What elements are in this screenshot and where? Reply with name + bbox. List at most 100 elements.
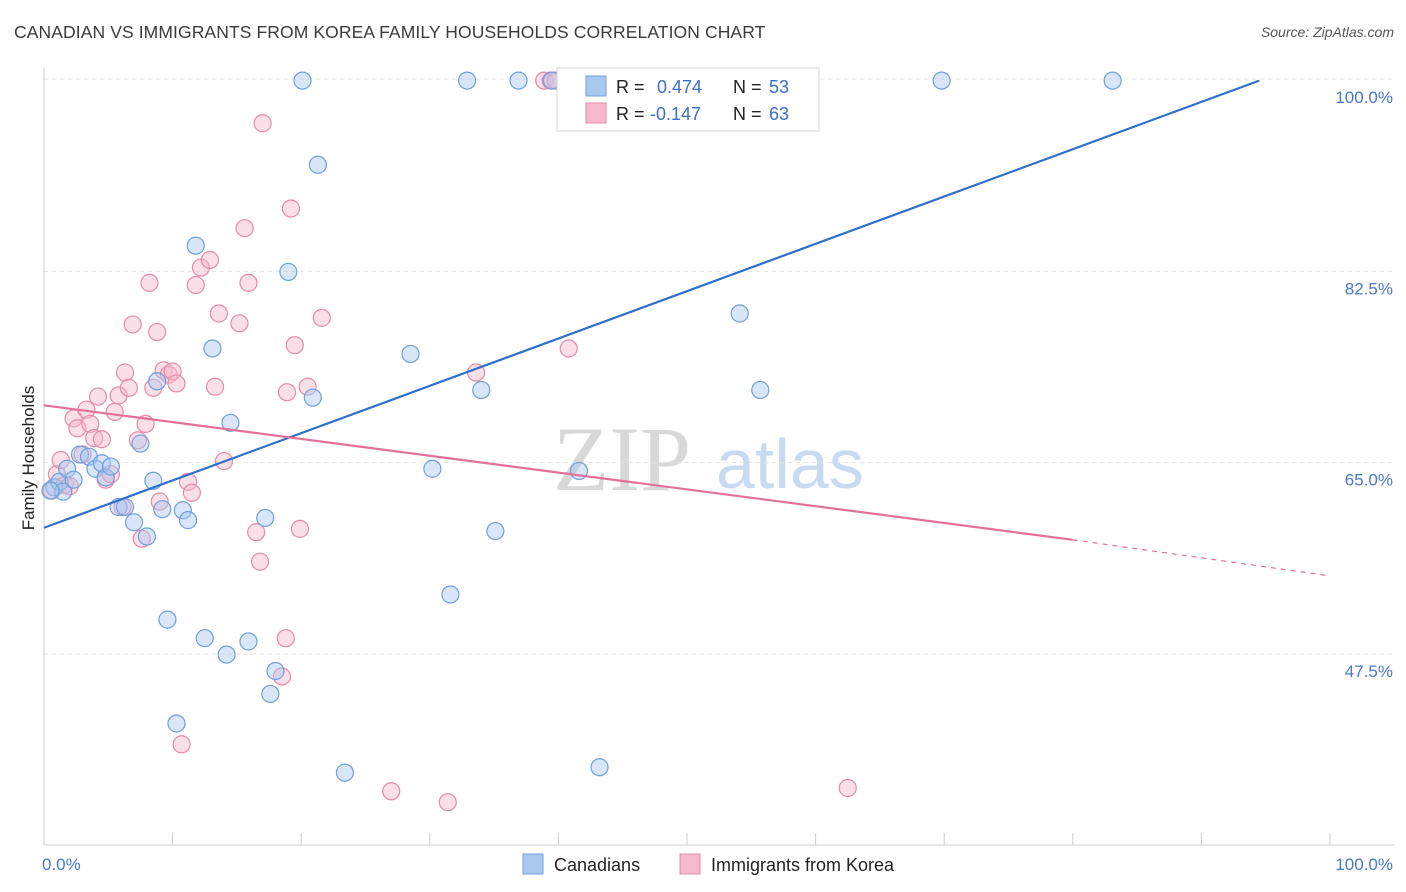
y-tick-label: 65.0% <box>1345 471 1393 490</box>
axes <box>43 68 1394 846</box>
point-korea <box>105 402 124 421</box>
point-canadian <box>293 71 312 90</box>
point-canadian <box>261 684 280 704</box>
bottom-legend-swatch-blue <box>522 853 544 875</box>
bottom-legend-label-canadians: Canadians <box>554 855 640 875</box>
point-canadian <box>124 513 144 532</box>
y-tick-label: 82.5% <box>1345 279 1393 298</box>
trend-lines <box>43 79 1331 577</box>
point-canadian <box>751 380 770 400</box>
legend-r-value-pink: -0.147 <box>650 104 701 124</box>
point-canadian <box>64 470 83 489</box>
point-korea <box>109 386 128 405</box>
point-korea <box>290 519 310 538</box>
point-canadian <box>256 508 275 528</box>
point-korea <box>247 523 266 542</box>
point-korea <box>128 431 147 450</box>
y-tick-labels: 47.5% 65.0% 82.5% 100.0% <box>1335 88 1393 681</box>
point-canadian <box>178 511 198 530</box>
point-canadian <box>401 344 420 364</box>
point-canadian <box>96 468 115 487</box>
point-canadian <box>131 434 150 453</box>
point-canadian <box>509 71 528 90</box>
point-canadian <box>41 481 60 500</box>
point-canadian <box>1103 71 1122 90</box>
y-tick-label: 100.0% <box>1335 88 1393 107</box>
point-canadian <box>137 527 156 546</box>
legend-n-value-blue: 53 <box>769 77 789 97</box>
legend-swatch-blue <box>585 75 607 97</box>
point-canadian <box>148 372 167 391</box>
point-korea <box>205 377 225 396</box>
point-korea <box>281 199 301 218</box>
point-korea <box>163 362 182 381</box>
point-korea <box>838 778 857 798</box>
point-korea <box>235 219 254 238</box>
gridlines <box>44 78 1394 655</box>
point-canadian <box>217 645 236 664</box>
point-canadian <box>472 380 491 400</box>
point-korea <box>140 273 159 292</box>
point-korea <box>92 430 111 449</box>
trend-line-korea <box>43 404 1073 541</box>
legend-r-value-blue: 0.474 <box>657 77 702 97</box>
point-canadian <box>158 610 177 629</box>
point-korea <box>119 378 138 397</box>
point-korea <box>239 273 258 292</box>
point-canadian <box>457 71 477 90</box>
point-canadian <box>423 459 442 478</box>
point-canadian <box>153 500 172 519</box>
point-korea <box>276 629 295 648</box>
legend-n-label-pink: N = <box>733 104 762 124</box>
point-korea <box>81 414 100 434</box>
point-korea <box>88 387 108 406</box>
point-korea <box>115 363 135 382</box>
point-canadian <box>221 413 240 432</box>
x-tick-label-min: 0.0% <box>42 855 81 874</box>
point-korea <box>312 308 331 327</box>
bottom-legend-label-korea: Immigrants from Korea <box>711 855 895 875</box>
point-korea <box>167 374 186 393</box>
point-korea <box>253 114 272 133</box>
point-korea <box>250 552 270 571</box>
legend-box: R = 0.474 N = 53 R = -0.147 N = 63 <box>556 67 820 132</box>
point-canadian <box>101 457 120 476</box>
x-tick-label-max: 100.0% <box>1335 855 1393 874</box>
point-korea <box>172 735 191 754</box>
point-korea <box>230 314 249 333</box>
watermark-zip: ZIP <box>553 408 691 510</box>
point-korea <box>123 315 142 334</box>
point-canadian <box>279 262 298 282</box>
point-korea <box>559 339 578 358</box>
point-canadian <box>173 501 192 520</box>
point-korea <box>298 377 317 396</box>
point-canadian <box>58 459 77 478</box>
watermark-atlas: atlas <box>716 425 864 503</box>
trend-line-canadians <box>43 79 1260 529</box>
y-tick-label: 47.5% <box>1345 662 1393 681</box>
source-label: Source: ZipAtlas.com <box>1260 24 1394 40</box>
point-korea <box>85 429 104 448</box>
point-canadian <box>590 758 609 777</box>
point-korea <box>438 793 457 812</box>
point-canadian <box>203 339 222 358</box>
point-canadian <box>486 521 505 541</box>
point-canadian <box>195 629 214 648</box>
point-korea <box>285 336 304 355</box>
x-ticks <box>43 833 1331 845</box>
legend-r-label-pink: R = <box>616 104 645 124</box>
point-korea <box>382 782 401 801</box>
point-canadian <box>54 482 73 501</box>
point-canadian <box>303 388 322 407</box>
point-canadian <box>239 632 258 651</box>
point-korea <box>209 304 228 323</box>
y-axis-title: Family Households <box>19 386 38 531</box>
bottom-legend-swatch-pink <box>679 853 701 875</box>
point-korea <box>182 483 201 502</box>
point-korea <box>200 250 219 270</box>
trend-line-korea-extension <box>1072 539 1331 577</box>
canadian-points <box>41 71 1122 782</box>
legend-n-value-pink: 63 <box>769 104 789 124</box>
bottom-legend: Canadians Immigrants from Korea <box>522 853 895 875</box>
